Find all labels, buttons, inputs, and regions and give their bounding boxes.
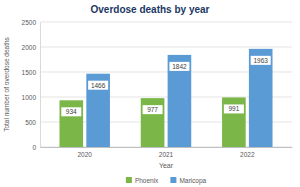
chart-title: Overdose deaths by year [91, 4, 210, 15]
y-tick: 0 [32, 144, 40, 151]
y-tick-label: 2000 [22, 44, 37, 51]
y-tick-label: 1500 [22, 69, 37, 76]
grid-line [40, 47, 292, 48]
bar [222, 97, 246, 147]
data-label-box [61, 107, 81, 116]
bar [141, 98, 165, 147]
bar [249, 49, 273, 147]
x-tick-label: 2021 [159, 151, 174, 158]
legend-item: Phoenix [126, 177, 159, 184]
data-label-box [251, 56, 271, 65]
data-label: 991 [228, 105, 239, 112]
legend-swatch [170, 177, 176, 183]
y-tick: 500 [25, 119, 40, 126]
data-labels: 934 977 991 1466 1842 1963 [61, 56, 270, 116]
x-axis-line [41, 147, 293, 148]
chart-svg: Overdose deaths by year 0 500 1000 1500 2000 2… [0, 0, 300, 187]
x-axis: 2020 2021 2022 [41, 147, 293, 158]
legend-swatch [126, 177, 132, 183]
bar [86, 74, 110, 147]
data-label-box [224, 104, 244, 113]
grid-line [40, 22, 292, 23]
data-label: 977 [147, 106, 158, 113]
legend: Phoenix Maricopa [126, 177, 207, 185]
legend-label: Phoenix [135, 177, 159, 184]
x-tick: 2022 [240, 147, 255, 158]
y-axis-title: Total number of overdose deaths [3, 36, 10, 131]
x-tick: 2020 [77, 147, 92, 158]
y-tick-label: 0 [32, 144, 36, 151]
x-tick: 2021 [159, 147, 174, 158]
y-tick-label: 1000 [22, 94, 37, 101]
data-label: 1466 [91, 82, 106, 89]
x-axis-title: Year [159, 162, 174, 169]
y-tick: 2500 [22, 19, 40, 26]
data-label-box [88, 81, 108, 90]
y-tick: 2000 [22, 44, 40, 51]
series [86, 49, 272, 147]
y-tick: 1000 [22, 94, 40, 101]
background [0, 0, 300, 187]
data-label: 934 [66, 108, 77, 115]
plot: 0 500 1000 1500 2000 2500 2020 2021 2022 934 977 99… [22, 19, 293, 158]
data-label-box [143, 105, 163, 114]
data-label-box [169, 62, 189, 71]
grid [40, 22, 292, 147]
y-tick-label: 500 [25, 119, 36, 126]
legend-item: Maricopa [170, 177, 206, 185]
y-axis-line [40, 23, 41, 148]
data-label: 1963 [253, 57, 268, 64]
bar [168, 55, 192, 147]
y-tick: 1500 [22, 69, 40, 76]
data-label: 1842 [172, 63, 187, 70]
y-axis: 0 500 1000 1500 2000 2500 [22, 19, 41, 151]
bar [59, 100, 83, 147]
x-tick-label: 2022 [240, 151, 255, 158]
legend-label: Maricopa [179, 177, 206, 185]
x-tick-label: 2020 [77, 151, 92, 158]
bars [59, 49, 272, 147]
y-tick-label: 2500 [22, 19, 37, 26]
